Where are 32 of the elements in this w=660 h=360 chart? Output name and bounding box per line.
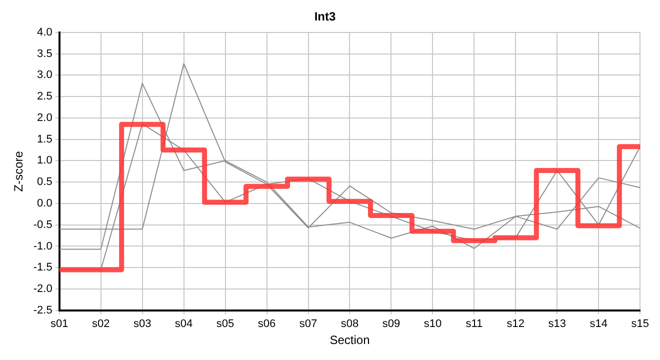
x-tick-label: s05 [216, 318, 234, 330]
x-tick-label: s13 [548, 318, 566, 330]
x-tick-label: s08 [340, 318, 359, 330]
y-tick-label: 3.0 [37, 69, 52, 82]
y-tick-label: 3.5 [37, 48, 52, 60]
x-tick-label: s01 [50, 318, 68, 330]
x-tick-label: s04 [174, 318, 193, 330]
y-tick-label: 0.0 [37, 198, 52, 210]
x-tick-label: s06 [258, 318, 276, 330]
y-tick-label: 1.5 [37, 133, 52, 146]
x-tick-label: s14 [590, 318, 608, 330]
y-tick-label: 2.0 [37, 112, 52, 124]
x-tick-label: s10 [424, 318, 442, 330]
y-axis-title: Z-score [12, 150, 26, 192]
y-tick-label: -0.5 [33, 218, 52, 231]
y-tick-label: 2.5 [37, 90, 52, 103]
x-axis-title: Section [330, 333, 370, 348]
y-tick-label: 4.0 [37, 26, 52, 38]
y-tick-label: 0.5 [37, 176, 52, 188]
x-tick-label: s11 [466, 318, 483, 330]
y-tick-label: -2.5 [33, 304, 52, 316]
chart-title: Int3 [314, 10, 336, 24]
x-tick-label: s09 [382, 318, 400, 330]
y-tick-label: -1.0 [33, 240, 52, 252]
x-tick-label: s02 [92, 318, 110, 330]
y-tick-label: 1.0 [37, 154, 52, 167]
x-tick-label: s12 [506, 318, 525, 330]
x-tick-label: s15 [631, 318, 650, 330]
x-tick-label: s03 [133, 318, 152, 330]
x-tick-label: s07 [299, 318, 318, 330]
y-tick-label: -2.0 [33, 283, 52, 296]
y-tick-label: -1.5 [33, 262, 52, 274]
